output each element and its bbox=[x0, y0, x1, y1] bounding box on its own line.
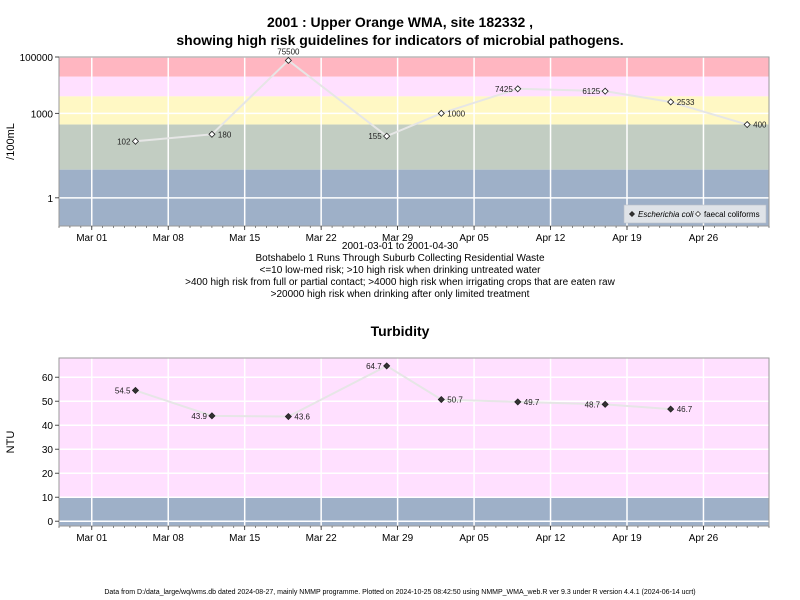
risk-band bbox=[59, 96, 769, 125]
legend-marker bbox=[629, 211, 635, 217]
date-range-text: 2001-03-01 to 2001-04-30 bbox=[341, 241, 459, 252]
data-point bbox=[131, 386, 140, 394]
x-tick-label: Mar 08 bbox=[153, 533, 185, 544]
plot-frame bbox=[58, 357, 770, 527]
data-point bbox=[208, 130, 216, 138]
y-axis-label: /100mL bbox=[5, 123, 17, 160]
data-label: 54.5 bbox=[115, 386, 131, 395]
y-tick-label: 40 bbox=[42, 421, 54, 432]
data-point bbox=[131, 137, 140, 145]
x-tick-label: Apr 05 bbox=[459, 233, 489, 244]
data-label: 400 bbox=[753, 121, 767, 130]
data-point bbox=[284, 412, 292, 421]
risk-band bbox=[59, 76, 769, 97]
x-tick-label: Mar 22 bbox=[306, 233, 338, 244]
y-tick-label: 50 bbox=[42, 397, 54, 408]
data-label: 102 bbox=[117, 137, 131, 146]
data-point bbox=[667, 98, 675, 106]
data-point bbox=[383, 132, 391, 140]
x-tick-label: Mar 15 bbox=[229, 233, 261, 244]
risk-band bbox=[59, 358, 769, 498]
x-tick-label: Mar 01 bbox=[76, 533, 108, 544]
micro-chart: Mar 01 Mar 08 Mar 15 Mar 22 Mar 29 Apr 05 Apr … bbox=[5, 47, 770, 244]
y-tick-label: 10 bbox=[42, 493, 54, 504]
guideline-note-3: >20000 high risk when drinking after onl… bbox=[270, 289, 530, 300]
legend-marker bbox=[695, 211, 701, 217]
x-tick-label: Mar 29 bbox=[382, 233, 414, 244]
series-line bbox=[135, 364, 671, 418]
x-tick-label: Mar 29 bbox=[382, 533, 414, 544]
guideline-note-1: <=10 low-med risk; >10 high risk when dr… bbox=[259, 265, 541, 276]
turbidity-chart: Mar 01 Mar 08 Mar 15 Mar 22 Mar 29 Apr 05 Apr … bbox=[5, 357, 770, 544]
data-point bbox=[601, 400, 609, 408]
x-tick-label: Mar 01 bbox=[76, 233, 108, 244]
x-tick-label: Apr 12 bbox=[536, 533, 566, 544]
plot-frame bbox=[58, 56, 770, 227]
data-point bbox=[667, 405, 675, 413]
x-tick-label: Mar 08 bbox=[153, 233, 185, 244]
data-label: 180 bbox=[218, 130, 232, 139]
y-tick-label: 60 bbox=[42, 373, 54, 384]
y-tick-label: 30 bbox=[42, 445, 54, 456]
y-axis-label: NTU bbox=[5, 431, 17, 454]
data-label: 48.7 bbox=[585, 400, 601, 409]
x-tick-label: Apr 19 bbox=[612, 233, 642, 244]
y-tick-label: 0 bbox=[47, 517, 53, 528]
data-label: 1000 bbox=[447, 109, 465, 118]
data-label: 64.7 bbox=[366, 362, 382, 371]
chart-title-line2: showing high risk guidelines for indicat… bbox=[176, 32, 624, 48]
data-label: 6125 bbox=[582, 87, 600, 96]
footer-note: Data from D:/data_large/wq/wms.db dated … bbox=[104, 589, 696, 596]
data-point bbox=[383, 362, 391, 370]
data-label: 49.7 bbox=[524, 398, 540, 407]
x-tick-label: Apr 26 bbox=[689, 533, 719, 544]
y-tick-label: 1000 bbox=[31, 109, 54, 120]
site-description: Botshabelo 1 Runs Through Suburb Collect… bbox=[255, 253, 545, 264]
x-tick-label: Apr 05 bbox=[459, 533, 489, 544]
x-tick-label: Apr 19 bbox=[612, 533, 642, 544]
x-tick-label: Mar 22 bbox=[306, 533, 338, 544]
y-tick-label: 1 bbox=[47, 194, 53, 205]
y-tick-label: 20 bbox=[42, 469, 54, 480]
data-label: 43.6 bbox=[294, 413, 310, 422]
legend-label: faecal coliforms bbox=[704, 210, 760, 219]
risk-band bbox=[59, 124, 769, 170]
data-point bbox=[601, 87, 609, 95]
legend-box bbox=[623, 204, 767, 224]
data-label: 155 bbox=[368, 132, 382, 141]
chart-title-line1: 2001 : Upper Orange WMA, site 182332 , bbox=[266, 14, 534, 30]
x-tick-label: Apr 12 bbox=[536, 233, 566, 244]
data-point bbox=[743, 120, 751, 129]
turbidity-title: Turbidity bbox=[370, 323, 430, 339]
data-label: 50.7 bbox=[447, 396, 463, 405]
data-point bbox=[284, 56, 292, 65]
data-label: 43.9 bbox=[191, 412, 207, 421]
data-point bbox=[437, 109, 445, 117]
data-label: 75500 bbox=[277, 47, 300, 56]
x-tick-label: Mar 15 bbox=[229, 533, 261, 544]
data-point bbox=[208, 412, 216, 420]
legend-label: Escherichia coli bbox=[638, 210, 694, 219]
data-point bbox=[514, 398, 522, 406]
guideline-note-2: >400 high risk from full or partial cont… bbox=[185, 277, 615, 288]
y-tick-label: 100000 bbox=[20, 53, 54, 64]
data-label: 2533 bbox=[677, 98, 695, 107]
data-point bbox=[514, 85, 522, 93]
risk-band bbox=[59, 57, 769, 77]
x-tick-label: Apr 26 bbox=[689, 233, 719, 244]
data-label: 7425 bbox=[495, 85, 513, 94]
data-label: 46.7 bbox=[677, 405, 693, 414]
data-point bbox=[437, 395, 445, 404]
